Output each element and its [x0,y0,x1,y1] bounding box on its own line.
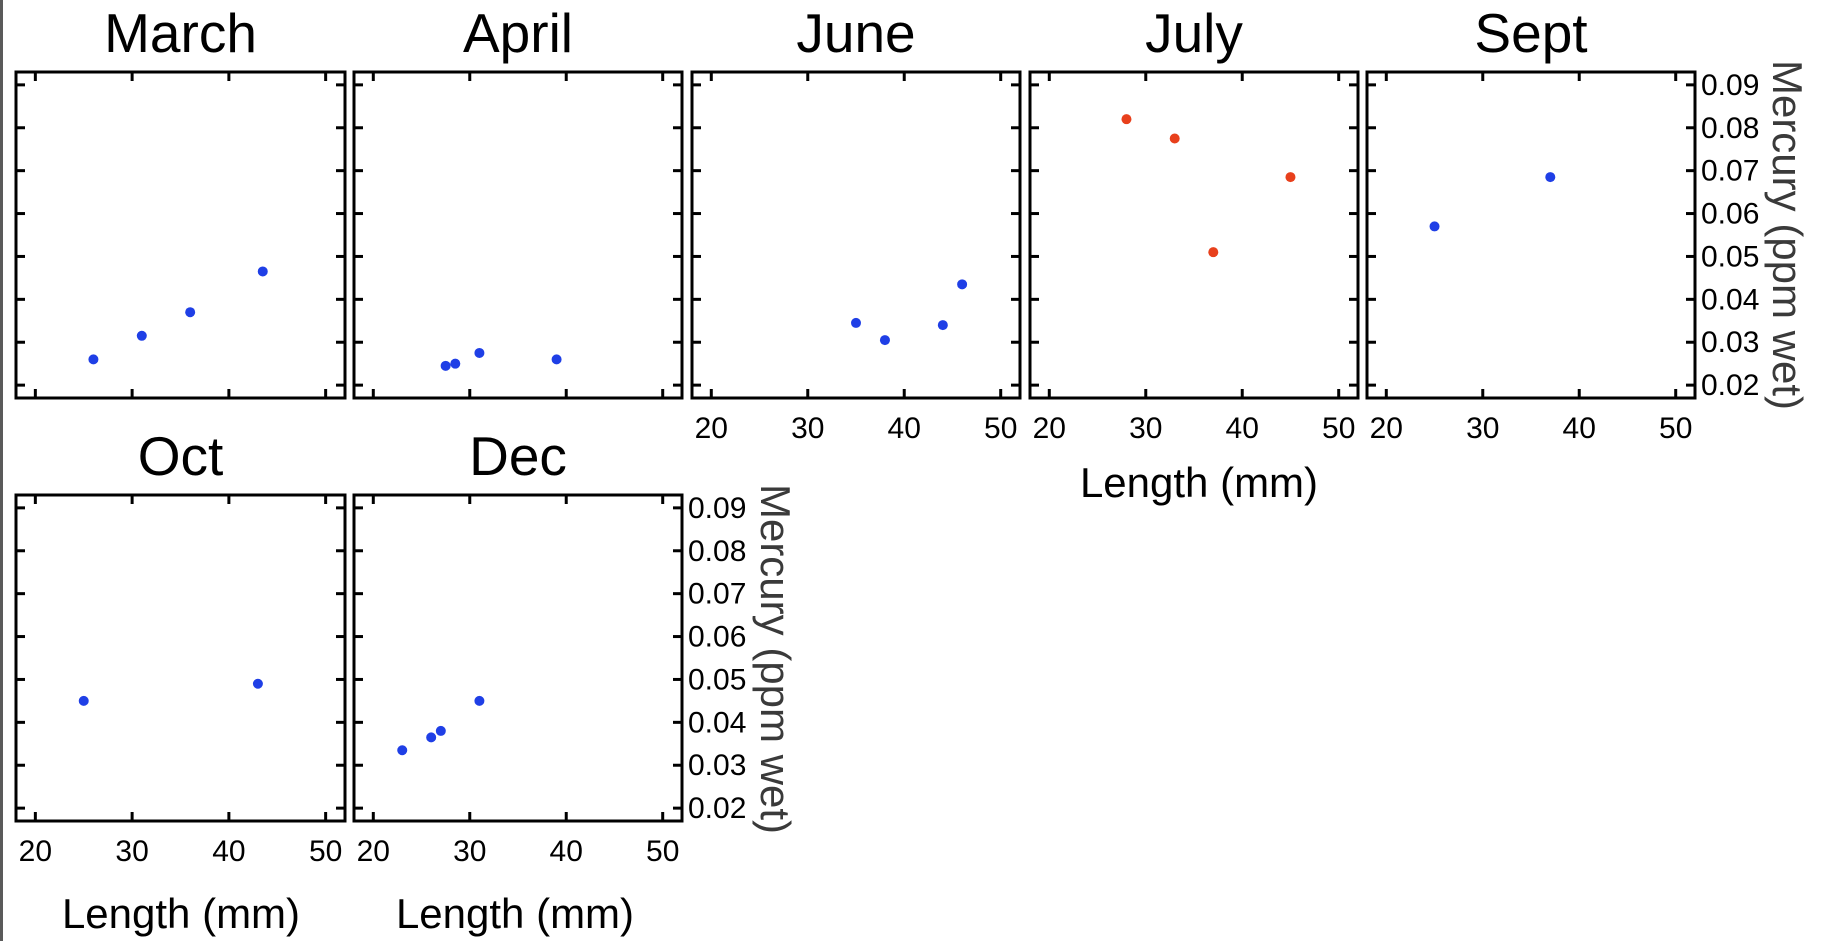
data-point [435,725,446,736]
panel-frame [1028,70,1360,400]
y-tick-label: 0.09 [688,492,746,525]
x-tick-label: 50 [1659,412,1692,445]
panel-frame [352,493,684,823]
small-multiples-figure: March April June 20 30 40 50 July 20 30 40 50 Sept 0.… [14,2,1811,937]
x-tick-label: 30 [1129,412,1162,445]
data-point [136,330,147,341]
data-point [551,354,562,365]
panel-title: July [1145,2,1243,64]
x-tick-label: 50 [309,835,342,868]
data-point [440,360,451,371]
data-point [1285,172,1296,183]
data-point [879,335,890,346]
x-tick-label: 20 [1370,412,1403,445]
data-point [474,695,485,706]
x-tick-label: 50 [646,835,679,868]
x-axis-label: Length (mm) [396,890,634,937]
data-point [252,678,263,689]
panel-frame [690,70,1022,400]
y-tick-label: 0.06 [688,621,746,654]
panel-frame [352,70,684,400]
y-tick-label: 0.02 [688,792,746,825]
y-axis-label: Mercury (ppm wet) [752,484,799,834]
x-tick-label: 20 [695,412,728,445]
y-tick-label: 0.04 [1701,283,1759,316]
x-tick-label: 30 [791,412,824,445]
data-point [257,266,268,277]
x-axis-label: Length (mm) [1080,459,1318,506]
y-tick-label: 0.05 [688,663,746,696]
x-tick-label: 50 [984,412,1017,445]
panel-title: Sept [1474,2,1587,64]
panel-title: June [796,2,915,64]
x-tick-label: 40 [1226,412,1259,445]
y-tick-label: 0.03 [1701,326,1759,359]
panel-title: Dec [469,425,567,487]
data-point [1169,133,1180,144]
data-point [937,320,948,331]
data-point [957,279,968,290]
data-point [88,354,99,365]
panel-title: March [104,2,257,64]
y-tick-label: 0.02 [1701,369,1759,402]
x-tick-label: 30 [453,835,486,868]
x-tick-label: 30 [1466,412,1499,445]
data-point [397,745,408,756]
y-axis-label: Mercury (ppm wet) [1764,60,1811,410]
y-tick-label: 0.03 [688,749,746,782]
x-tick-label: 50 [1322,412,1355,445]
y-tick-label: 0.07 [1701,155,1759,188]
y-tick-label: 0.05 [1701,240,1759,273]
x-tick-label: 40 [888,412,921,445]
x-tick-label: 40 [550,835,583,868]
y-tick-label: 0.06 [1701,198,1759,231]
data-point [1208,247,1219,258]
x-tick-label: 40 [212,835,245,868]
y-tick-label: 0.08 [1701,112,1759,145]
x-axis-label: Length (mm) [62,890,300,937]
y-tick-label: 0.08 [688,535,746,568]
data-point [1429,221,1440,232]
x-tick-label: 40 [1563,412,1596,445]
data-point [426,732,437,743]
data-point [1121,114,1132,125]
panel-frame [1365,70,1697,400]
panel-frame [14,70,347,400]
y-tick-label: 0.09 [1701,69,1759,102]
panel-title: Oct [138,425,224,487]
x-tick-label: 20 [357,835,390,868]
y-tick-label: 0.04 [688,706,746,739]
x-tick-label: 30 [115,835,148,868]
panel-frame [14,493,347,823]
y-tick-label: 0.07 [688,578,746,611]
panel-title: April [463,2,573,64]
data-point [851,317,861,328]
data-point [185,307,196,318]
data-point [1545,172,1556,183]
data-point [78,695,89,706]
x-tick-label: 20 [1033,412,1066,445]
x-tick-label: 20 [19,835,52,868]
data-point [450,358,461,369]
data-point [474,347,485,358]
